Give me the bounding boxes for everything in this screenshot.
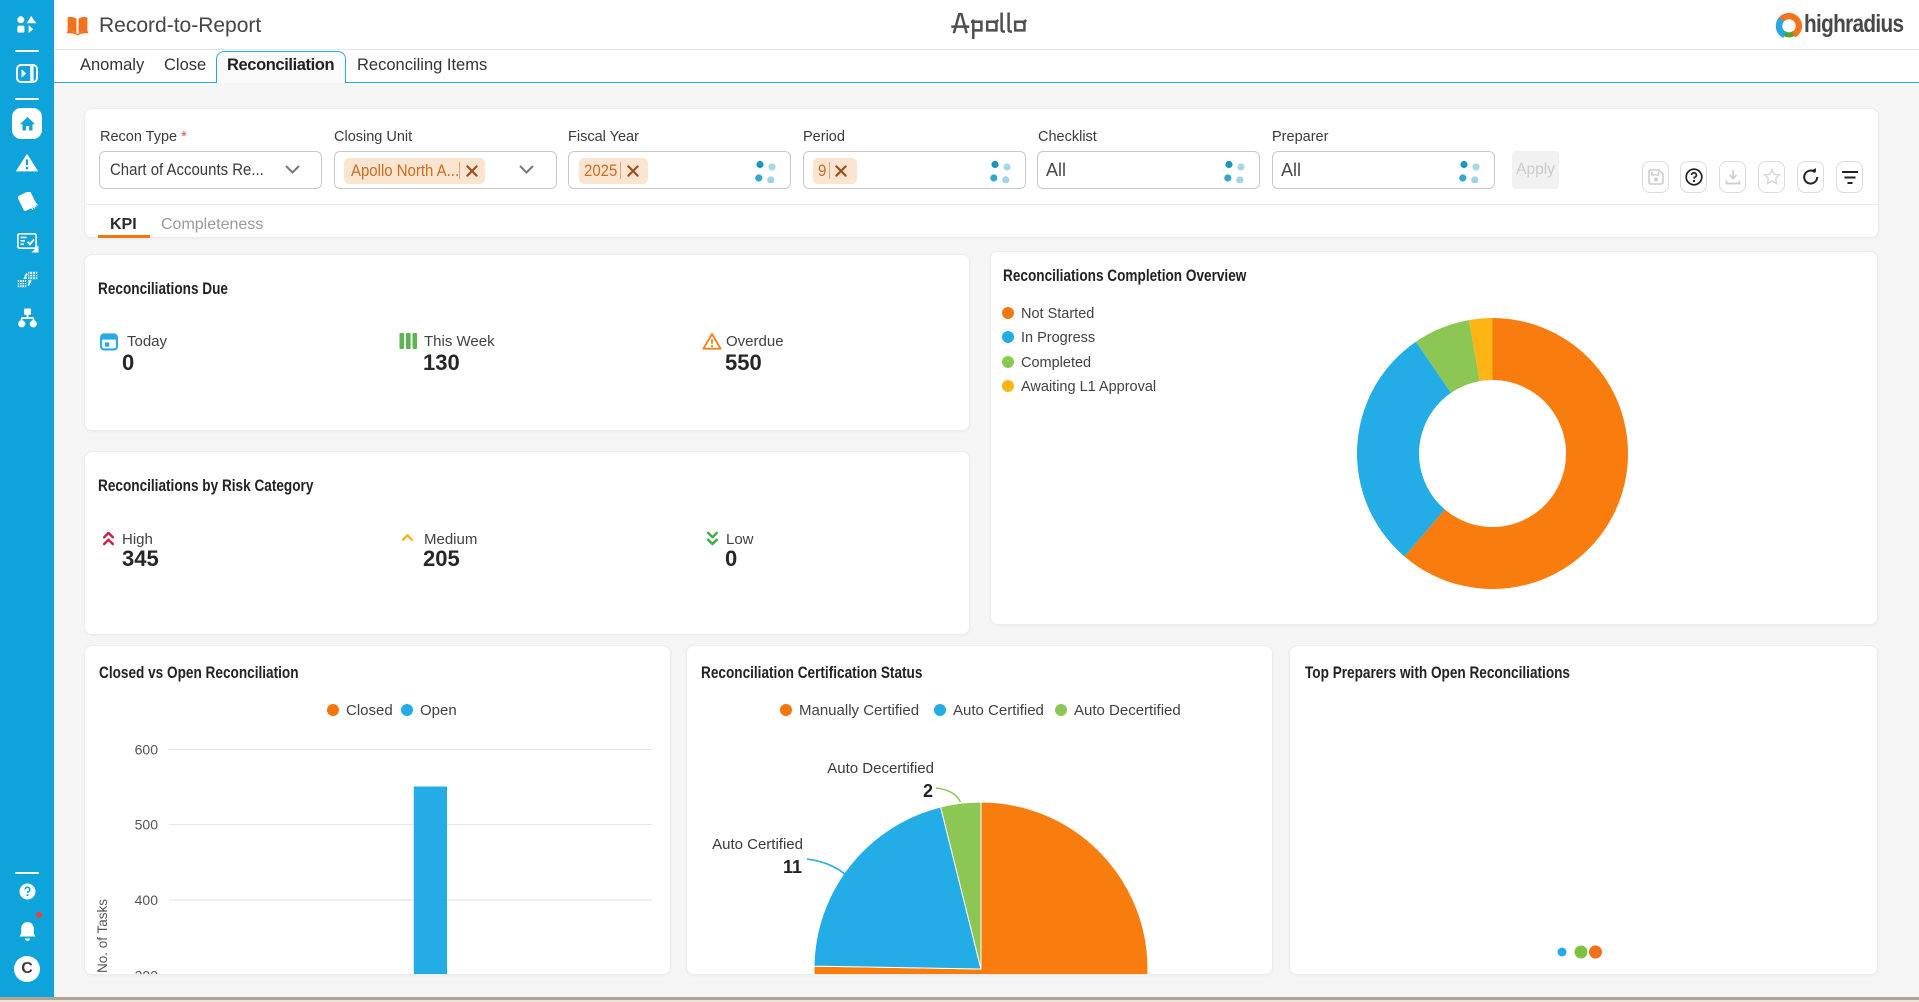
svg-text:600: 600 <box>135 742 159 758</box>
svg-text:Auto Decertified: Auto Decertified <box>827 760 934 777</box>
svg-text:No. of Tasks: No. of Tasks <box>95 899 110 973</box>
svg-text:500: 500 <box>135 817 159 833</box>
svg-text:Auto Certified: Auto Certified <box>712 836 803 853</box>
svg-text:2: 2 <box>923 781 933 801</box>
svg-text:300: 300 <box>135 967 159 975</box>
svg-text:11: 11 <box>783 857 802 877</box>
svg-text:400: 400 <box>135 892 159 908</box>
